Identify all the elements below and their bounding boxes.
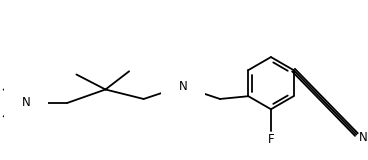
Text: F: F — [268, 133, 274, 146]
Text: H: H — [178, 69, 185, 79]
Text: N: N — [178, 80, 187, 93]
Text: N: N — [22, 96, 31, 109]
Text: N: N — [359, 131, 368, 144]
